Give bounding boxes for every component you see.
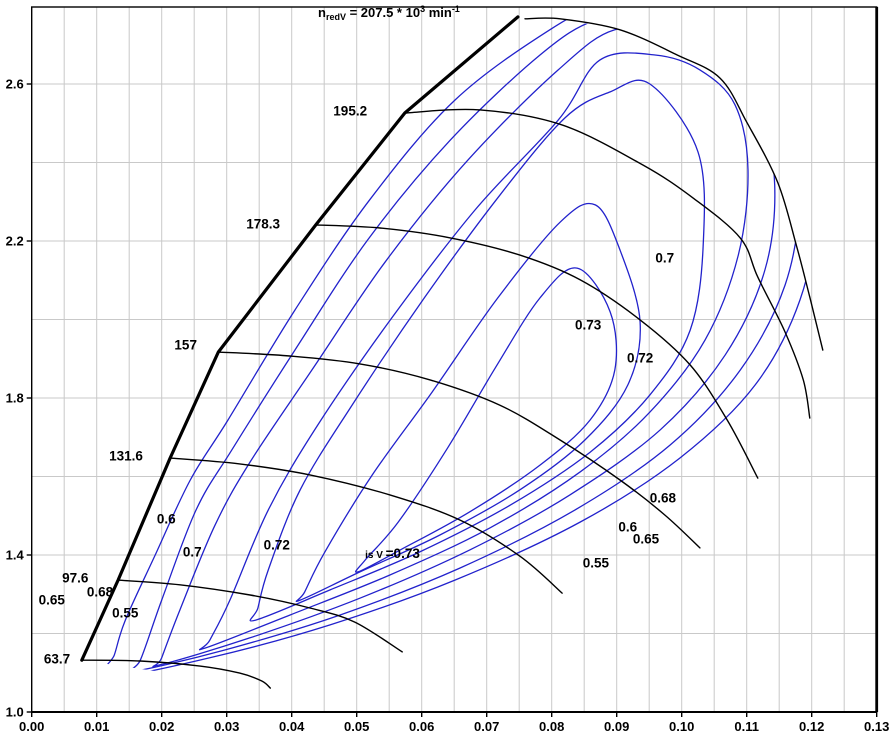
curve-label-178.3: 178.3: [246, 217, 280, 232]
y-tick-label: 1.0: [6, 705, 24, 720]
curve-label-63.7: 63.7: [44, 652, 70, 667]
axes-frame: 0.00 0.01 0.02 0.03 0.04 0.05 0.06 0.07 0.08 0.09…: [6, 6, 889, 734]
x-tick-label: 0.01: [84, 719, 109, 734]
x-tick-label: 0.10: [669, 719, 694, 734]
title-exponent: 3: [420, 4, 426, 14]
title-symbol-subscript: redV: [325, 12, 346, 22]
speed-line-97.6: [117, 579, 403, 653]
x-tick-label: 0.00: [19, 719, 44, 734]
y-tick-label: 1.8: [6, 391, 24, 406]
chart-title: nredV = 207.5 * 103 min-1: [318, 4, 460, 22]
title-symbol: n: [318, 5, 326, 20]
curve-label-131.6: 131.6: [109, 449, 143, 464]
x-tick-label: 0.04: [279, 719, 305, 734]
y-tick-label: 1.4: [6, 548, 25, 563]
curve-label-0.73: 0.73: [575, 318, 602, 333]
title-equation: = 207.5 * 10: [345, 5, 421, 20]
x-tick-label: 0.02: [149, 719, 174, 734]
efficiency-contour-0.55: [98, 16, 820, 679]
x-tick-label: 0.12: [799, 719, 824, 734]
x-tick-label: 0.13: [864, 719, 889, 734]
surge-line: [80, 15, 520, 662]
curve-label-157: 157: [174, 338, 197, 353]
speed-lines: [80, 15, 824, 689]
efficiency-contour-0.73: [355, 267, 618, 573]
curve-label-0.65: 0.65: [39, 593, 66, 608]
y-tick-label: 2.2: [6, 234, 24, 249]
title-unit: min: [425, 5, 452, 20]
x-tick-label: 0.08: [539, 719, 564, 734]
efficiency-max-label: is V =0.73: [365, 546, 420, 561]
speed-line-63.7: [81, 659, 271, 689]
curve-label-0.55: 0.55: [583, 555, 610, 570]
speed-line-157: [217, 351, 701, 549]
curve-label-0.72: 0.72: [264, 538, 290, 553]
efficiency-contour-0.7: [249, 79, 706, 622]
curve-label-0.72: 0.72: [627, 351, 653, 366]
curve-label-0.7: 0.7: [183, 544, 202, 559]
efficiency-contours: [98, 16, 820, 679]
x-tick-label: 0.11: [734, 719, 759, 734]
curve-labels: 195.2 178.3 157 131.6 97.6 63.7 0.65 0.68 0.55 0.…: [39, 104, 677, 667]
curve-label-97.6: 97.6: [62, 571, 89, 586]
title-unit-exponent: -1: [451, 4, 460, 14]
speed-line-195.2: [404, 108, 811, 419]
x-tick-label: 0.03: [214, 719, 239, 734]
x-tick-label: 0.09: [604, 719, 629, 734]
x-tick-label: 0.07: [474, 719, 499, 734]
curve-label-0.68: 0.68: [87, 584, 114, 599]
speed-line-131.6: [169, 457, 563, 594]
x-tick-label: 0.06: [409, 719, 434, 734]
speed-line-207.5: [524, 17, 824, 351]
speed-line-178.3: [315, 224, 759, 479]
curve-label-0.68: 0.68: [650, 491, 677, 506]
curve-label-0.55: 0.55: [112, 606, 139, 621]
efficiency-contour-0.68: [199, 52, 749, 651]
y-tick-label: 2.6: [6, 77, 24, 92]
curve-label-195.2: 195.2: [333, 104, 367, 119]
efficiency-contour-0.72: [295, 202, 641, 603]
curve-label-0.6: 0.6: [618, 520, 637, 535]
curve-label-0.65: 0.65: [633, 531, 660, 546]
curve-label-0.6: 0.6: [157, 511, 176, 526]
curve-label-0.7: 0.7: [655, 250, 674, 265]
x-tick-label: 0.05: [344, 719, 369, 734]
